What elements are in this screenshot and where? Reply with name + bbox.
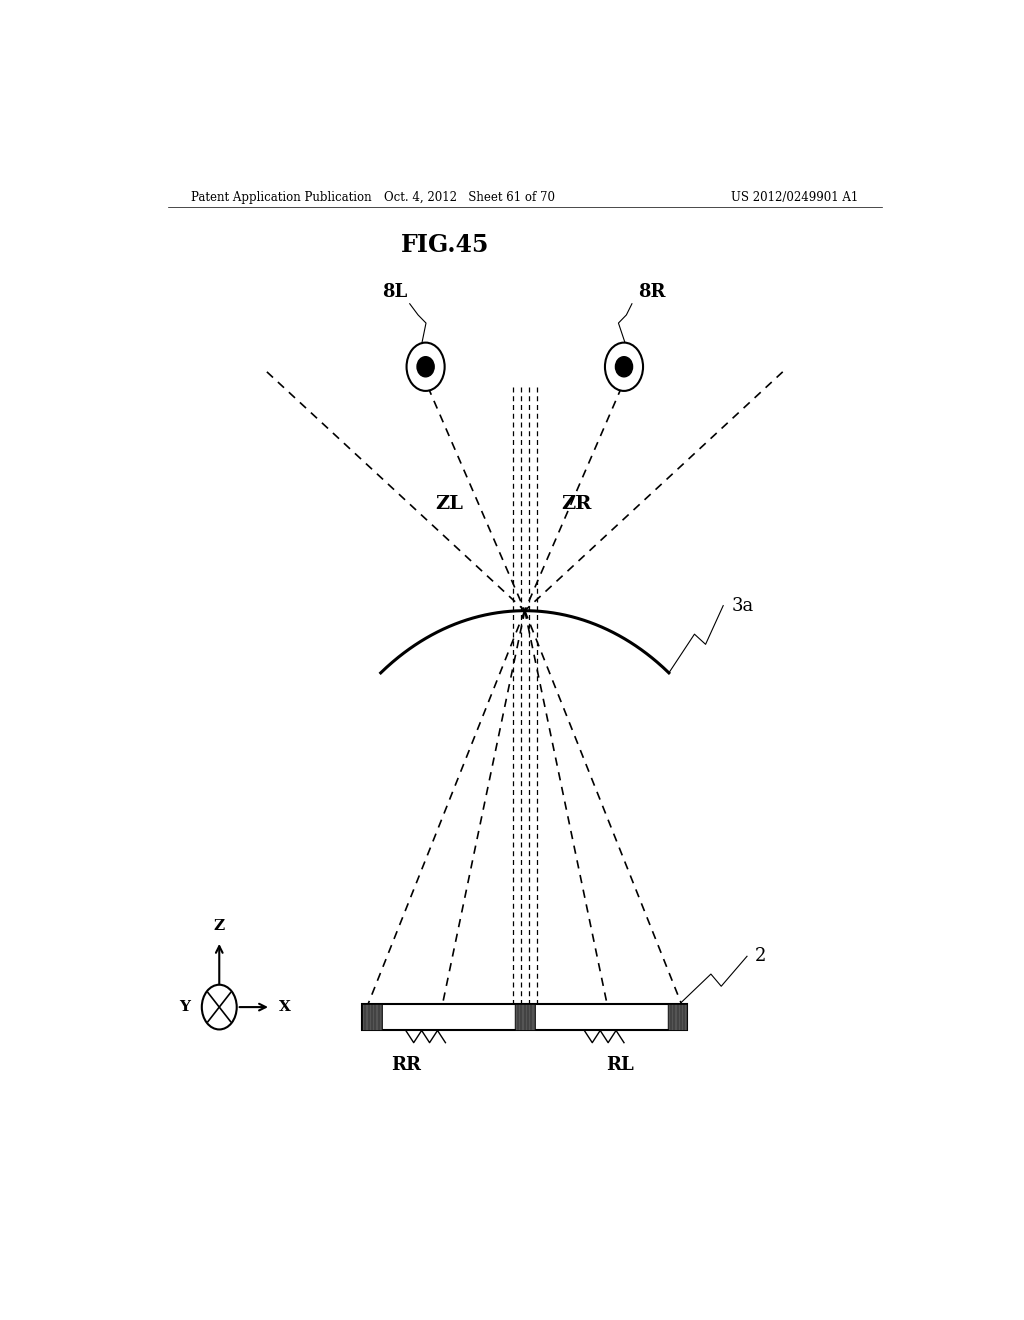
Text: 3a: 3a: [731, 597, 754, 615]
Ellipse shape: [417, 356, 434, 376]
Text: ZL: ZL: [435, 495, 463, 513]
Text: 8L: 8L: [382, 282, 408, 301]
Bar: [668, 1005, 687, 1031]
Text: ZR: ZR: [561, 495, 592, 513]
Ellipse shape: [407, 343, 444, 391]
Text: RL: RL: [606, 1056, 634, 1074]
Text: FIG.45: FIG.45: [401, 232, 489, 256]
Ellipse shape: [605, 343, 643, 391]
Text: Patent Application Publication: Patent Application Publication: [191, 191, 372, 203]
Text: 8R: 8R: [638, 282, 666, 301]
Text: Z: Z: [214, 919, 225, 933]
Text: Y: Y: [179, 1001, 189, 1014]
Text: X: X: [279, 1001, 291, 1014]
Text: RR: RR: [391, 1056, 421, 1074]
Bar: [362, 1005, 687, 1031]
Text: US 2012/0249901 A1: US 2012/0249901 A1: [731, 191, 858, 203]
Bar: [362, 1005, 382, 1031]
Bar: [515, 1005, 535, 1031]
Text: Oct. 4, 2012   Sheet 61 of 70: Oct. 4, 2012 Sheet 61 of 70: [384, 191, 555, 203]
Ellipse shape: [615, 356, 633, 376]
Circle shape: [202, 985, 237, 1030]
Text: 2: 2: [755, 948, 766, 965]
